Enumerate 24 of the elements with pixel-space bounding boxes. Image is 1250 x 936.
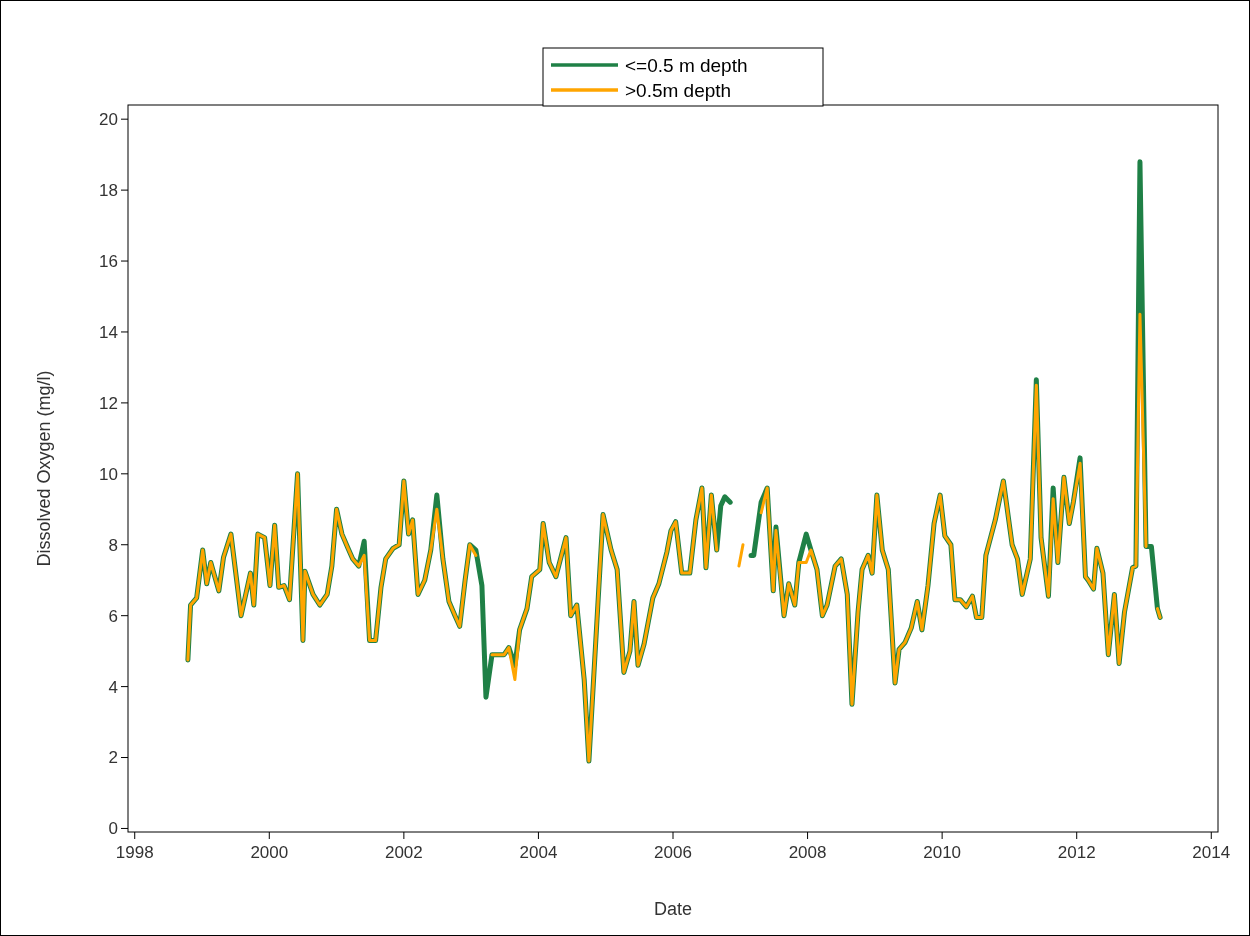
x-tick-label: 2006 xyxy=(654,843,692,862)
x-tick-label: 2010 xyxy=(923,843,962,862)
y-tick-label: 16 xyxy=(99,251,118,271)
y-tick-label: 4 xyxy=(108,677,118,697)
x-tick-label: 2008 xyxy=(788,843,827,862)
x-tick-label: 2014 xyxy=(1192,843,1231,862)
x-tick-label: 2004 xyxy=(519,843,558,862)
y-tick-label: 6 xyxy=(108,606,118,626)
y-tick-label: 10 xyxy=(99,464,118,484)
y-tick-label: 20 xyxy=(99,110,118,130)
y-tick-label: 8 xyxy=(108,535,118,555)
y-tick-label: 2 xyxy=(108,748,118,768)
y-tick-label: 14 xyxy=(99,322,118,342)
x-axis-title: Date xyxy=(653,899,693,919)
y-tick-label: 18 xyxy=(99,181,118,201)
y-axis-title: Dissolved Oxygen (mg/l) xyxy=(34,370,54,567)
x-tick-label: 2000 xyxy=(250,843,289,862)
y-tick-label: 12 xyxy=(99,393,118,413)
x-tick-label: 2012 xyxy=(1057,843,1096,862)
legend-label: <=0.5 m depth xyxy=(625,54,748,76)
x-tick-label: 2002 xyxy=(384,843,423,862)
x-tick-label: 1998 xyxy=(115,843,154,862)
legend-label: >0.5m depth xyxy=(625,79,732,101)
y-tick-label: 0 xyxy=(108,819,118,839)
